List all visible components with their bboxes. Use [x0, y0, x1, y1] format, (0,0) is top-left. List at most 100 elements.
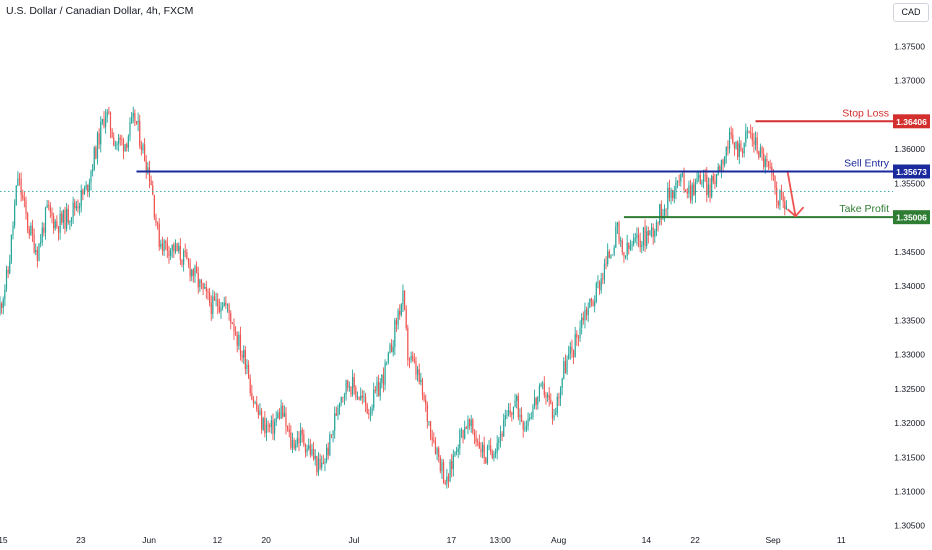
candle-body [548, 394, 550, 400]
candle-body [420, 379, 422, 382]
candle-body [512, 406, 515, 415]
candle-body [623, 252, 625, 257]
candle-body [425, 399, 427, 405]
candle-body [87, 184, 89, 192]
price-axis: 1.36406 1.35673 1.35006 1.37500 1.37000 1.360… [893, 41, 930, 531]
candle-body [374, 389, 376, 391]
candle-body [228, 304, 230, 314]
currency-button[interactable]: CAD [893, 3, 929, 22]
candle-body [61, 213, 63, 223]
candle-body [637, 234, 640, 241]
candle-body [574, 334, 576, 357]
y-tick-label: 1.34500 [894, 247, 925, 257]
candle-body [22, 195, 24, 199]
candle-body [299, 429, 302, 444]
candle-body [429, 421, 432, 438]
candle-body [382, 374, 385, 385]
candle-body [278, 412, 281, 419]
candle-body [527, 418, 529, 427]
candle-body [491, 452, 493, 458]
candle-body [389, 344, 391, 353]
candle-body [337, 408, 339, 416]
candle-body [301, 429, 303, 435]
candle-body [321, 462, 323, 468]
candle-body [239, 334, 242, 356]
candle-body [217, 299, 219, 307]
y-tick-label: 1.32000 [894, 418, 925, 428]
candle-body [412, 355, 414, 360]
x-tick-label: 12 [213, 535, 223, 545]
candle-body [447, 476, 450, 482]
candle-body [233, 324, 235, 332]
candle-body [517, 395, 519, 418]
candle-body [483, 444, 485, 458]
candle-body [144, 144, 146, 162]
candle-body [70, 217, 73, 222]
candle-body [468, 419, 471, 427]
candle-body [158, 224, 160, 247]
candle-body [166, 242, 168, 251]
candle-body [187, 258, 190, 264]
candle-body [56, 221, 58, 227]
candle-body [680, 173, 682, 182]
candle-body [38, 243, 40, 261]
candle-body [387, 352, 389, 362]
candle-body [155, 217, 157, 223]
candle-body [529, 418, 531, 420]
candle-body [181, 260, 183, 265]
candle-body [652, 227, 654, 237]
candle-body [355, 387, 357, 398]
candle-body [25, 200, 27, 214]
candle-body [64, 209, 66, 229]
candle-body [472, 419, 474, 433]
candle-body [644, 227, 646, 247]
candle-body [249, 378, 251, 393]
candle-body [40, 242, 42, 244]
candle-body [772, 172, 775, 176]
candle-body [259, 410, 261, 415]
candle-body [178, 245, 180, 252]
candle-body [353, 377, 355, 388]
x-tick-label: Aug [551, 535, 566, 545]
candle-body [400, 304, 402, 315]
candle-body [4, 289, 6, 300]
candle-body [241, 355, 243, 358]
candle-body [603, 263, 606, 280]
candle-body [616, 222, 619, 227]
candle-body [597, 282, 599, 284]
candle-body [702, 174, 705, 182]
candle-body [209, 292, 211, 303]
candle-body [707, 184, 710, 195]
candle-body [668, 187, 671, 199]
candle-body [12, 225, 14, 235]
candle-body [439, 456, 441, 472]
candle-body [771, 166, 773, 173]
candle-body [264, 418, 266, 434]
candle-body [561, 378, 563, 389]
candle-body [706, 175, 708, 195]
candle-body [410, 355, 412, 361]
candle-body [724, 156, 726, 165]
candle-body [673, 191, 675, 199]
candle-body [114, 144, 116, 146]
candle-body [5, 269, 8, 290]
candle-body [595, 283, 597, 302]
candle-body [750, 132, 752, 134]
candle-body [260, 410, 263, 430]
candle-body [725, 147, 727, 157]
candle-body [402, 290, 404, 305]
candle-body [582, 317, 584, 321]
candle-body [272, 420, 274, 434]
candle-body [559, 388, 562, 399]
candle-body [751, 133, 753, 141]
candle-body [464, 427, 466, 439]
candle-body [663, 208, 666, 216]
candle-body [650, 227, 653, 231]
candle-body [715, 174, 718, 184]
candle-body [506, 415, 508, 416]
candle-body [308, 445, 310, 449]
candle-body [57, 226, 60, 233]
candle-body [696, 178, 698, 182]
candle-body [90, 171, 92, 183]
